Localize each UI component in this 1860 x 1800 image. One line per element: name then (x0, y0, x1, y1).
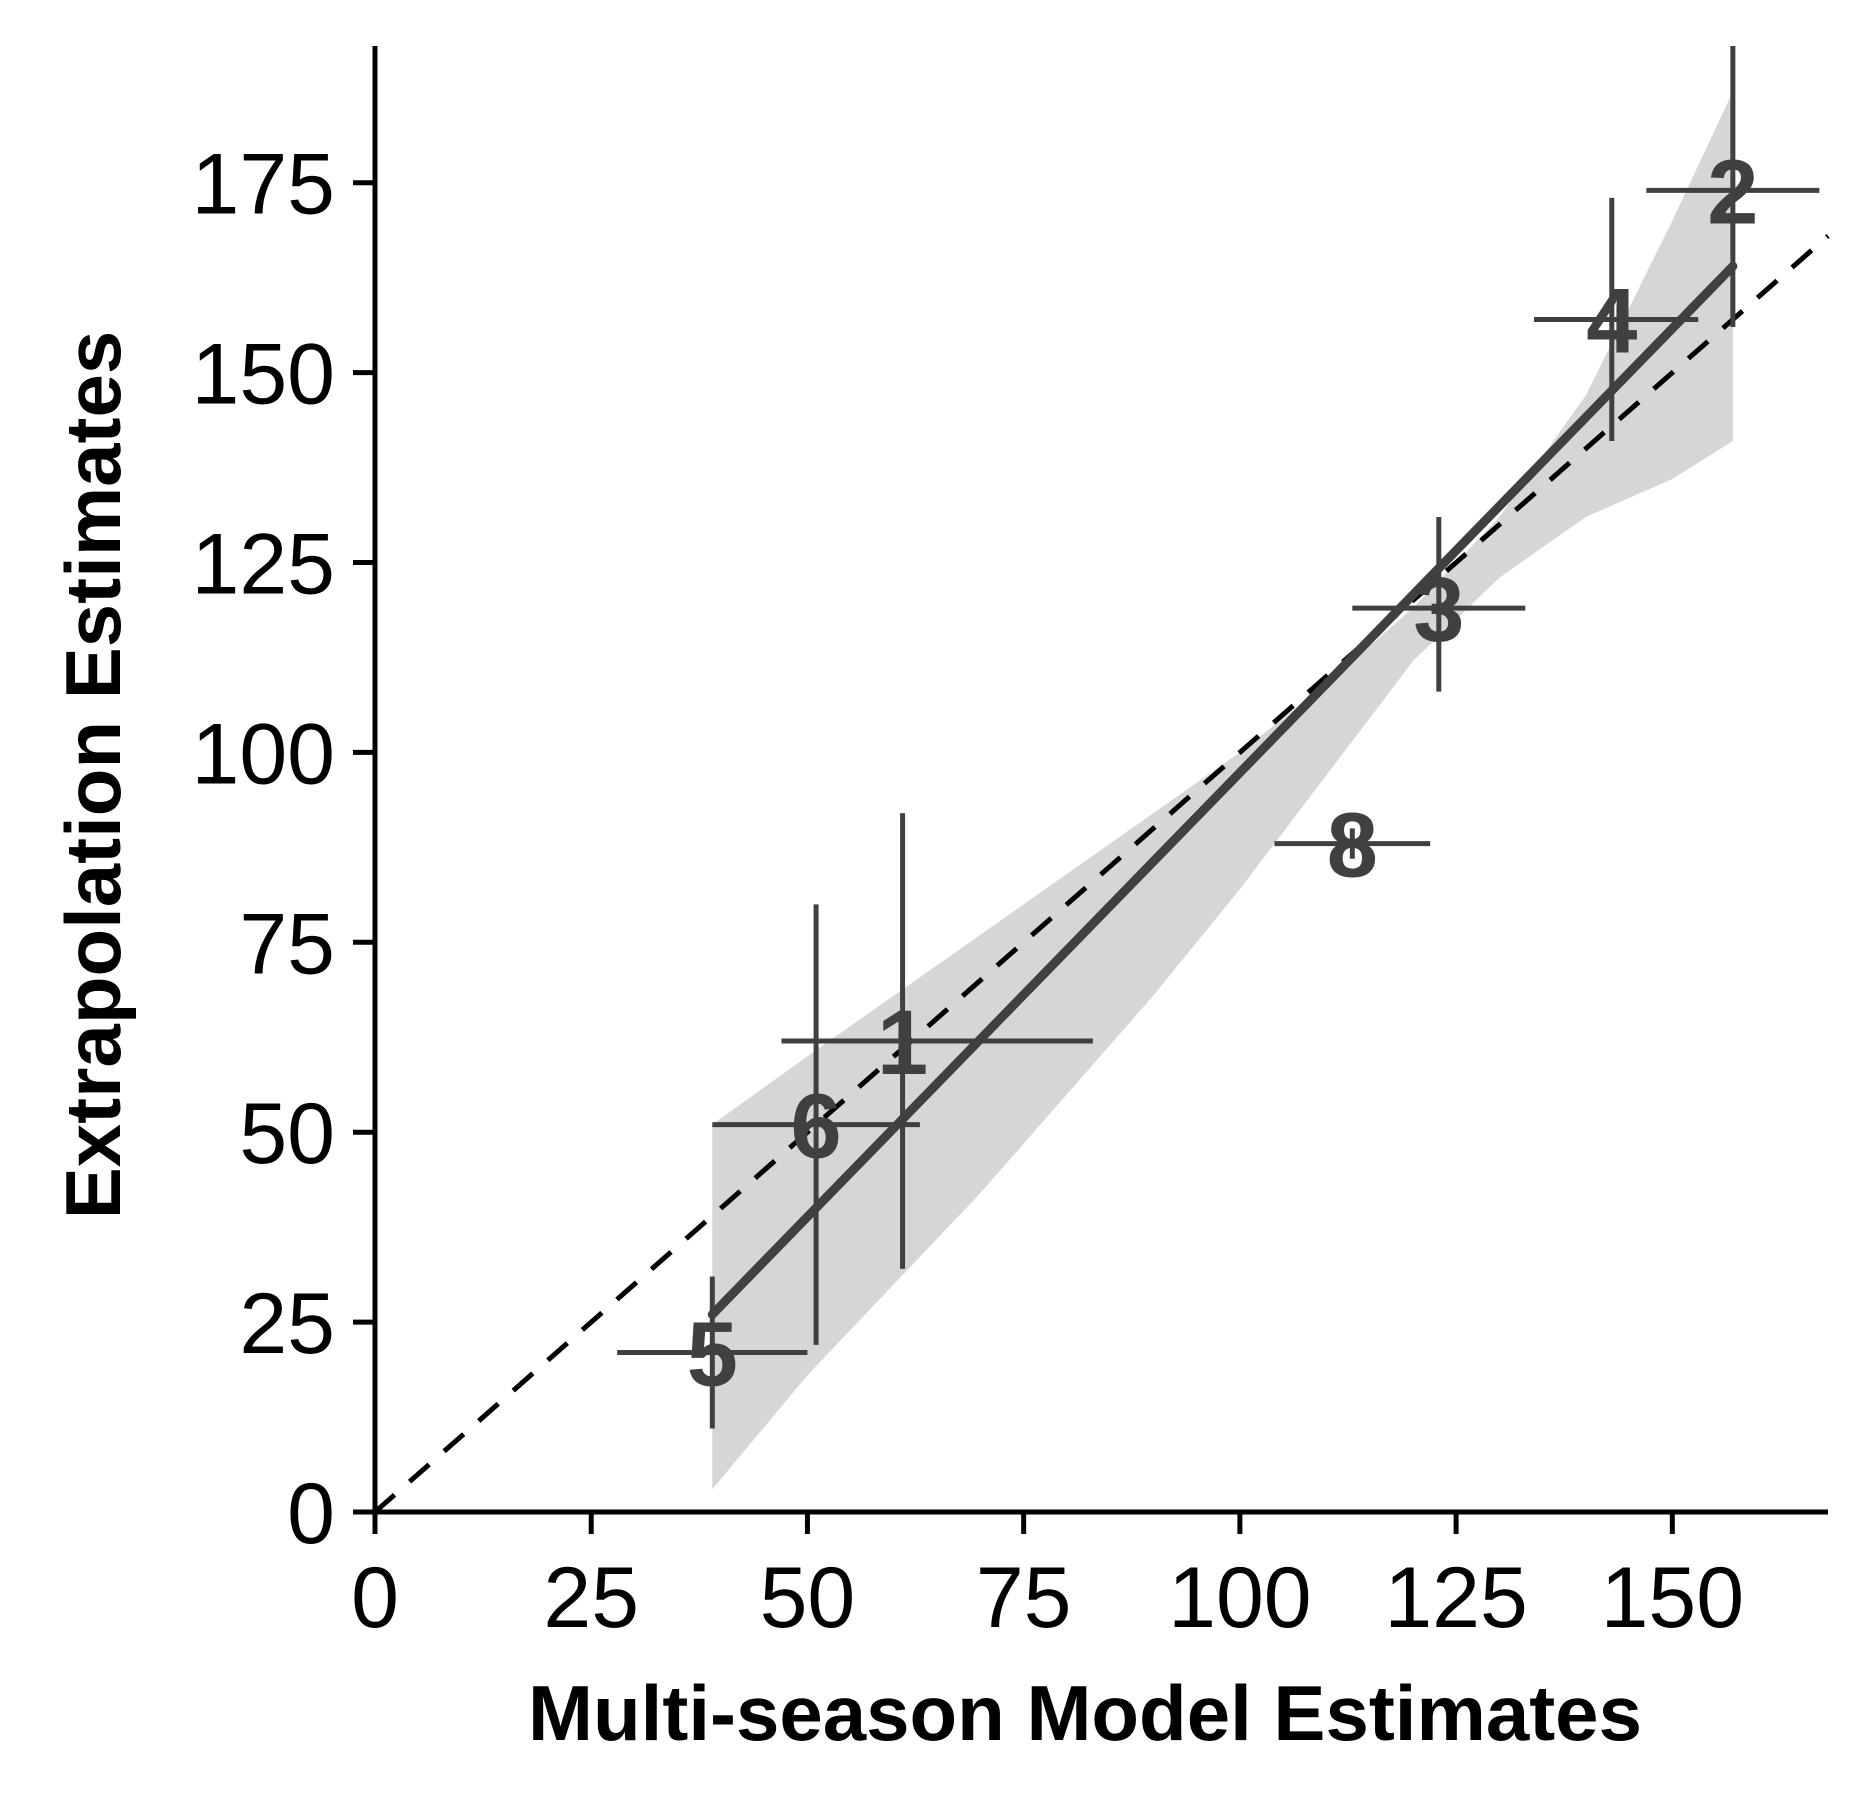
y-tick-label: 25 (239, 1276, 335, 1372)
y-tick-label: 125 (192, 517, 336, 613)
y-tick-label: 0 (287, 1466, 335, 1562)
reference-line (373, 234, 1830, 1514)
x-tick-label: 100 (1168, 1550, 1312, 1646)
y-tick-label: 75 (239, 896, 335, 992)
x-tick-label: 25 (543, 1550, 639, 1646)
reference-line-layer (373, 234, 1830, 1514)
point-label-5: 5 (687, 1303, 738, 1405)
point-label-6: 6 (791, 1076, 842, 1178)
point-label-layer: 1 2 3 4 5 6 8 (687, 141, 1759, 1405)
point-label-3: 3 (1413, 559, 1464, 661)
fit-line (707, 261, 1738, 1320)
error-bar-layer (617, 46, 1820, 1429)
x-tick-label: 75 (976, 1550, 1072, 1646)
y-tick-label: 150 (192, 327, 336, 423)
y-tick-label: 50 (239, 1086, 335, 1182)
y-axis-title: Extrapolation Estimates (49, 331, 137, 1220)
point-label-8: 8 (1327, 795, 1378, 897)
x-axis-title: Multi-season Model Estimates (528, 1669, 1642, 1757)
y-tick-label: 175 (192, 137, 336, 233)
point-label-1: 1 (877, 992, 928, 1094)
x-tick-label: 150 (1601, 1550, 1745, 1646)
x-tick-label: 125 (1384, 1550, 1528, 1646)
x-tick-label: 50 (760, 1550, 856, 1646)
point-label-2: 2 (1707, 141, 1758, 243)
x-tick-label: 0 (351, 1550, 399, 1646)
y-tick-label: 100 (192, 706, 336, 802)
point-label-4: 4 (1586, 270, 1637, 372)
fit-line-layer (707, 261, 1738, 1320)
